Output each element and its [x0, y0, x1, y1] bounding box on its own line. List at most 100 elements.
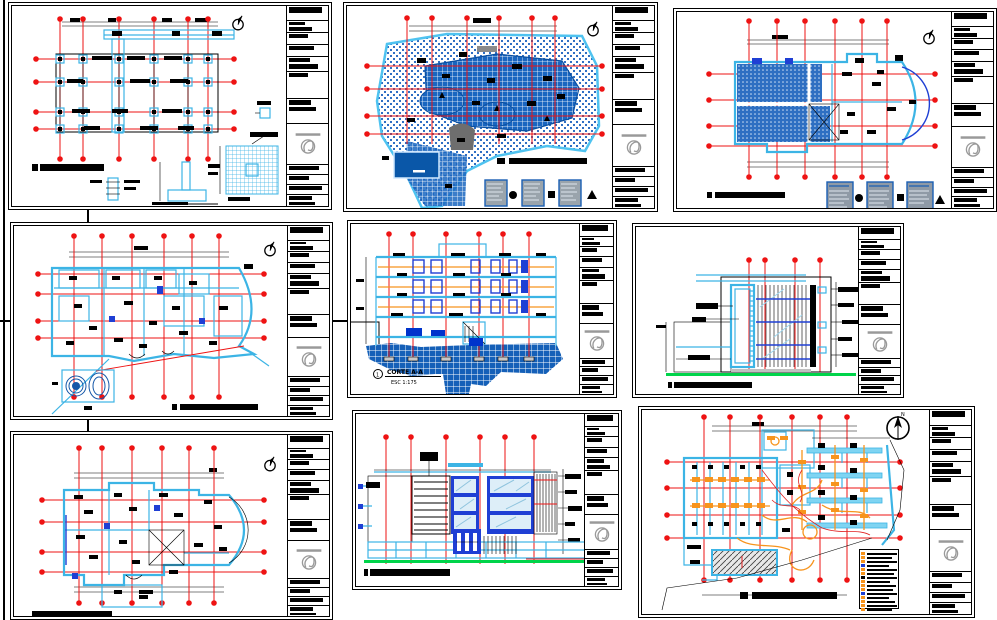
- titleblock-section: [930, 505, 971, 530]
- sheet-floor-plan-ground: [10, 222, 333, 420]
- titleblock-section: [952, 12, 993, 27]
- north-arrow-icon: [921, 28, 937, 46]
- titleblock-section: [580, 359, 613, 368]
- titleblock-section: [859, 283, 900, 306]
- titleblock-section: [585, 437, 618, 448]
- titleblock-section: [580, 281, 613, 304]
- legend-text-bar: [867, 552, 897, 555]
- titleblock-section: [580, 367, 613, 377]
- titleblock-section: [288, 241, 329, 252]
- drawing-area: [677, 12, 951, 208]
- titleblock-text-bar: [587, 432, 605, 436]
- titleblock-text-bar: [582, 242, 600, 246]
- titleblock-section: [613, 73, 654, 101]
- titleblock-text-bar: [615, 64, 644, 70]
- legend-symbol-icon: [861, 604, 865, 607]
- titleblock-section: [859, 359, 900, 368]
- drawing-area: [347, 6, 612, 208]
- titleblock-logo-section: [580, 324, 613, 359]
- titleblock-text-bar: [587, 551, 611, 556]
- titleblock-text-bar: [290, 227, 324, 233]
- titleblock-text-bar: [932, 438, 951, 443]
- drawing-area: [356, 414, 584, 586]
- titleblock-text-bar: [290, 377, 320, 382]
- titleblock-text-bar: [290, 281, 319, 287]
- section-title: CORTE A-A: [387, 369, 423, 376]
- grid-red: [39, 445, 267, 606]
- drawing-area: [12, 6, 286, 206]
- titleblock-section: [613, 33, 654, 46]
- legend-text-bar: [867, 568, 897, 571]
- titleblock-logo-section: [287, 124, 328, 166]
- titleblock-section: [288, 481, 329, 496]
- legend-text-bar: [867, 592, 897, 595]
- titleblock-section: [288, 406, 329, 416]
- titleblock-section: [288, 495, 329, 520]
- detail-number: 1: [376, 373, 379, 379]
- titleblock-text-bar: [582, 377, 608, 382]
- annotations: [692, 282, 858, 367]
- circuit-red-wires: [761, 469, 871, 536]
- titleblock-text-bar: [954, 104, 977, 110]
- titleblock-text-bar: [587, 560, 603, 565]
- titleblock-text-bar: [932, 478, 952, 483]
- titleblock-text-bar: [615, 58, 637, 63]
- titleblock-text-bar: [290, 488, 319, 494]
- sheet-building-section: 1 CORTE A-A ESC 1:175: [347, 220, 617, 398]
- legend-row: [861, 560, 897, 563]
- titleblock-text-bar: [582, 274, 605, 279]
- titleblock-section: [930, 593, 971, 603]
- titleblock-text-bar: [861, 385, 884, 389]
- titleblock-text-bar: [289, 45, 315, 50]
- titleblock-text-bar: [615, 46, 641, 51]
- titleblock-text-bar: [954, 39, 973, 44]
- sheet-electrical-plan: N: [638, 406, 975, 618]
- titleblock-text-bar: [289, 176, 310, 181]
- titleblock-section: [287, 6, 328, 22]
- legend-symbol-icon: [861, 572, 865, 575]
- titleblock-text-bar: [861, 390, 887, 393]
- titleblock-section: [930, 450, 971, 462]
- titleblock-text-bar: [932, 450, 958, 455]
- legend-text-bar: [867, 576, 897, 579]
- dimension-lines: [747, 35, 903, 168]
- titleblock-text-bar: [954, 32, 977, 37]
- section-caption: 1 CORTE A-A ESC 1:175: [373, 369, 441, 386]
- titleblock-text-bar: [582, 368, 598, 373]
- titleblock-section: [585, 427, 618, 438]
- titleblock-text-bar: [954, 204, 980, 207]
- detail-small-column: [255, 101, 271, 119]
- drawing-area: [14, 226, 287, 416]
- legend-row: [861, 592, 897, 595]
- titleblock-text-bar: [861, 360, 891, 365]
- titleblock-text-bar: [290, 607, 313, 611]
- sheet-caption: [32, 164, 188, 205]
- section-interior: [356, 253, 546, 346]
- titleblock-text-bar: [861, 250, 880, 255]
- legend-text-bar: [867, 596, 889, 599]
- titleblock-text-bar: [615, 22, 631, 26]
- section-structure: [351, 243, 557, 346]
- titleblock-section: [288, 520, 329, 542]
- titleblock-text-bar: [582, 268, 599, 273]
- legend-row: [861, 552, 897, 555]
- legend-text-bar: [867, 556, 893, 559]
- titleblock-section: [287, 45, 328, 57]
- titleblock-text-bar: [861, 270, 883, 275]
- titleblock-text-bar: [954, 111, 981, 116]
- titleblock-text-bar: [954, 168, 984, 173]
- titleblock-text-bar: [290, 436, 324, 442]
- legend-text-bar: [867, 572, 894, 575]
- titleblock-text-bar: [954, 27, 970, 31]
- north-arrow-icon: [262, 240, 278, 258]
- legend-row: [861, 556, 897, 559]
- title-block: [951, 12, 993, 208]
- titleblock-text-bar: [861, 244, 884, 248]
- titleblock-logo-section: [859, 325, 900, 360]
- titleblock-section: [930, 410, 971, 426]
- titleblock-text-bar: [587, 428, 600, 431]
- titleblock-section: [288, 289, 329, 315]
- titleblock-text-bar: [587, 459, 604, 463]
- titleblock-text-bar: [615, 188, 648, 193]
- circuit-orange: [690, 436, 871, 571]
